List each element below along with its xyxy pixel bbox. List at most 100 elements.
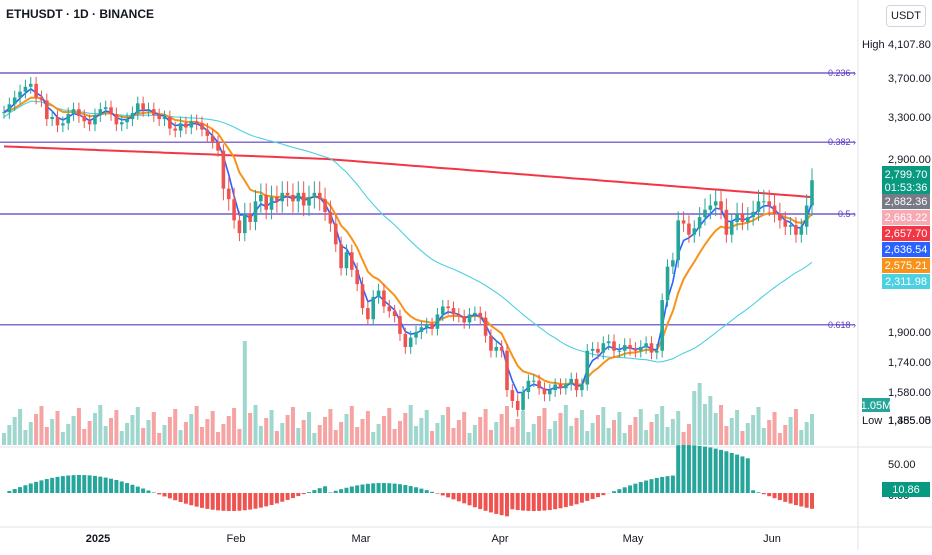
y-axis-tick: 2,900.00 (888, 154, 931, 166)
volume-bar (580, 410, 584, 445)
volume-bar (756, 407, 760, 445)
candle-body (270, 197, 274, 210)
oscillator-bar (489, 493, 493, 512)
candle-body (195, 121, 199, 123)
candle (634, 342, 638, 357)
volume-bar (462, 412, 466, 445)
candle-body (687, 224, 691, 235)
volume-bar (660, 406, 664, 445)
candle-body (639, 347, 643, 351)
volume-bar (457, 420, 461, 445)
oscillator-bar (339, 489, 343, 493)
volume-bar (29, 422, 33, 445)
candle-body (580, 385, 584, 391)
volume-bar (173, 409, 177, 445)
oscillator-bar (698, 446, 702, 493)
oscillator-bar (7, 491, 11, 493)
oscillator-bar (762, 493, 766, 494)
volume-bar (7, 425, 11, 445)
candle (387, 300, 391, 318)
volume-bar (152, 412, 156, 445)
volume-bar (591, 423, 595, 445)
candle-body (313, 193, 317, 197)
oscillator-bar (179, 493, 183, 502)
volume-bar (532, 424, 536, 445)
candle-body (623, 345, 627, 351)
candle (147, 103, 151, 117)
volume-bar (414, 426, 418, 445)
oscillator-bar (676, 445, 680, 493)
candle-body (799, 227, 803, 235)
candle-body (61, 123, 65, 125)
currency-selector[interactable]: USDT (886, 5, 926, 27)
oscillator-tick: 50.00 (888, 459, 916, 471)
volume-bar (623, 433, 627, 445)
oscillator-bar (307, 492, 311, 493)
candle (671, 253, 675, 274)
candle-body (810, 180, 814, 205)
candle-body (232, 199, 236, 220)
candle (516, 394, 520, 417)
candle-body (291, 195, 295, 201)
candle-body (334, 224, 338, 245)
candle-body (168, 117, 172, 129)
candle (99, 103, 103, 122)
candle-body (452, 308, 456, 314)
candle-body (200, 123, 204, 129)
oscillator-bar (114, 480, 118, 493)
candle (484, 311, 488, 342)
volume-bar (50, 419, 54, 445)
candle-body (767, 201, 771, 205)
candle (462, 310, 466, 329)
oscillator-bar (451, 493, 455, 499)
oscillator-bar (462, 493, 466, 503)
candle-body (682, 220, 686, 223)
volume-bar (56, 411, 60, 445)
high-label-text: High (862, 39, 885, 51)
volume-bar (687, 424, 691, 445)
oscillator-bar (355, 485, 359, 493)
candle (527, 375, 531, 399)
x-axis-tick: Apr (491, 533, 508, 545)
candle-body (243, 214, 247, 233)
x-axis-tick: May (623, 533, 644, 545)
oscillator-bar (682, 445, 686, 493)
volume-bar (730, 418, 734, 445)
candle (746, 207, 750, 230)
oscillator-bar (237, 493, 241, 511)
volume-bar (548, 429, 552, 445)
oscillator-bar (446, 493, 450, 497)
oscillator-bar (163, 493, 167, 496)
oscillator-bar (253, 493, 257, 509)
candle (211, 129, 215, 148)
price-label: 2,575.21 (882, 258, 930, 273)
volume-bar (644, 430, 648, 445)
candle (612, 334, 616, 357)
volume-bar (789, 417, 793, 445)
volume-bar (23, 430, 27, 445)
candle-body (286, 193, 290, 195)
candle-body (77, 109, 81, 116)
x-axis-tick: Jun (763, 533, 781, 545)
volume-bar (146, 420, 150, 445)
oscillator-bar (104, 478, 108, 493)
candle-body (222, 151, 226, 189)
candle (457, 308, 461, 322)
candle (259, 183, 263, 212)
volume-bar (510, 427, 514, 445)
candle (430, 318, 434, 336)
volume-bar (296, 428, 300, 445)
candle-body (13, 98, 17, 105)
price-label-value: 2,682.36 (885, 196, 928, 208)
candle-body (318, 193, 322, 199)
volume-bar (601, 407, 605, 445)
candle (345, 245, 349, 276)
candle (56, 111, 60, 133)
oscillator-bar (323, 486, 327, 493)
candle-body (735, 214, 739, 222)
volume-bar (724, 426, 728, 445)
oscillator-bar (773, 493, 777, 498)
volume-bar (136, 407, 140, 445)
volume-bar (692, 391, 696, 445)
candle-body (264, 195, 268, 210)
